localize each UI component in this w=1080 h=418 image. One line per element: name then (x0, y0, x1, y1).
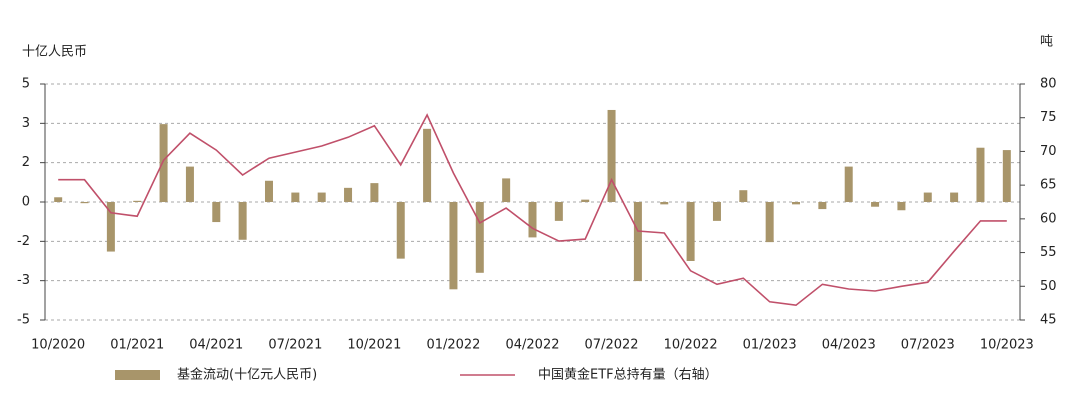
y2-tick-label: 80 (1040, 77, 1057, 92)
y2-tick-label: 75 (1040, 110, 1057, 125)
legend-label: 中国黄金ETF总持有量（右轴） (538, 367, 718, 383)
bar (423, 128, 432, 202)
y2-tick-label: 65 (1040, 178, 1057, 193)
bar (554, 202, 563, 221)
x-tick-label: 01/2022 (426, 338, 480, 353)
bar (633, 202, 642, 282)
bar (317, 192, 326, 202)
line (58, 113, 1007, 307)
y-tick-label: -2 (17, 234, 30, 249)
legend-swatch (115, 370, 160, 380)
y-tick-label: 3 (22, 116, 30, 131)
x-tick-label: 10/2020 (31, 338, 85, 353)
y2-tick-label: 55 (1040, 245, 1057, 260)
bar (712, 202, 721, 221)
bar (106, 202, 115, 252)
bar (897, 202, 906, 211)
bar (976, 147, 985, 202)
bar (818, 202, 827, 210)
y-tick-label: -3 (17, 273, 30, 288)
x-tick-label: 04/2022 (505, 338, 559, 353)
y-tick-label: 5 (22, 77, 30, 92)
bar (739, 190, 748, 202)
y-axis-title: 十亿人民币 (22, 45, 87, 60)
bar (212, 202, 221, 223)
bar (844, 166, 853, 202)
y2-tick-label: 50 (1040, 279, 1057, 294)
bar (264, 180, 273, 202)
bar (238, 202, 247, 240)
x-tick-label: 07/2023 (901, 338, 955, 353)
bar (686, 202, 695, 261)
y2-tick-label: 60 (1040, 211, 1057, 226)
bar (950, 192, 959, 202)
x-tick-label: 04/2023 (822, 338, 876, 353)
bar (792, 202, 801, 205)
x-tick-label: 07/2021 (268, 338, 322, 353)
bar (475, 202, 484, 273)
bar (185, 166, 194, 202)
x-tick-label: 01/2023 (743, 338, 797, 353)
bar (344, 187, 353, 202)
bar (660, 202, 669, 205)
bar (133, 200, 142, 202)
x-tick-label: 10/2022 (664, 338, 718, 353)
bar (871, 202, 880, 207)
x-tick-label: 04/2021 (189, 338, 243, 353)
bar (80, 202, 89, 204)
y2-tick-label: 45 (1040, 313, 1057, 328)
x-tick-label: 07/2022 (585, 338, 639, 353)
bar (502, 178, 511, 202)
y-tick-label: -5 (17, 313, 30, 328)
y2-axis-title: 吨 (1040, 35, 1053, 50)
x-tick-label: 01/2021 (110, 338, 164, 353)
x-tick-label: 10/2023 (980, 338, 1034, 353)
legend-label: 基金流动(十亿元人民币) (177, 367, 317, 383)
y-tick-label: 2 (22, 155, 30, 170)
bar (1002, 150, 1011, 202)
bar (449, 202, 458, 290)
bar (923, 192, 932, 202)
bar (765, 202, 774, 243)
bar (607, 109, 616, 202)
y-tick-label: 0 (22, 195, 30, 210)
y2-tick-label: 70 (1040, 144, 1057, 159)
x-tick-label: 10/2021 (347, 338, 401, 353)
bar (54, 197, 63, 202)
bar (396, 202, 405, 259)
bar (581, 199, 590, 202)
bar (291, 192, 300, 202)
bar (370, 183, 379, 202)
bar (159, 124, 168, 202)
bar (528, 202, 537, 238)
